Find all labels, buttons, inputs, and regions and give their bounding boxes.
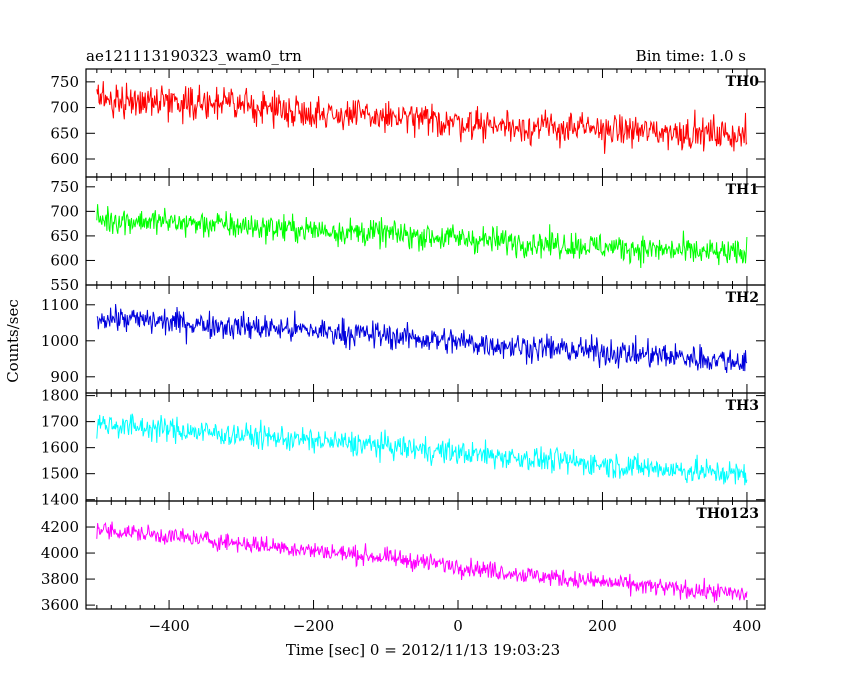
x-tick-label: −400 — [148, 617, 189, 635]
bin-time-label: Bin time: 1.0 s — [636, 47, 746, 65]
y-tick-label: 1500 — [41, 465, 79, 483]
panel-frame — [85, 500, 766, 610]
panel-th0123: 3600 3800 4000 4200 TH0123 — [41, 500, 766, 614]
series-trace-th0 — [96, 81, 748, 154]
y-tick-label: 3800 — [41, 570, 79, 588]
y-tick-label: 1600 — [41, 439, 79, 457]
panel-label-th1: TH1 — [726, 182, 759, 198]
y-tick-label: 1800 — [41, 387, 79, 405]
x-tick-label: −200 — [293, 617, 334, 635]
x-axis-title: Time [sec] 0 = 2012/11/13 19:03:23 — [286, 641, 560, 659]
y-tick-label: 600 — [50, 150, 79, 168]
y-tick-label: 4200 — [41, 518, 79, 536]
y-tick-label: 550 — [50, 276, 79, 294]
y-tick-label: 700 — [50, 202, 79, 220]
panel-frame — [85, 68, 766, 178]
x-tick-label: 200 — [588, 617, 617, 635]
series-trace-th2 — [96, 303, 748, 374]
y-tick-label: 1700 — [41, 413, 79, 431]
y-tick-label: 1100 — [41, 296, 79, 314]
panel-label-th0: TH0 — [726, 74, 760, 90]
y-tick-label: 750 — [50, 73, 79, 91]
panel-stack: 600 650 700 750 TH0 550 600 650 700 750 TH1 900 1000… — [41, 68, 766, 635]
panel-label-th0123: TH0123 — [696, 506, 759, 522]
panel-label-th2: TH2 — [726, 290, 759, 306]
y-tick-label: 4000 — [41, 544, 79, 562]
series-trace-th1 — [96, 204, 748, 269]
panel-th3: 1400 1500 1600 1700 1800 TH3 — [41, 387, 766, 509]
y-axis-title: Counts/sec — [4, 299, 22, 383]
panel-th0: 600 650 700 750 TH0 — [50, 68, 766, 178]
y-tick-label: 600 — [50, 251, 79, 269]
y-tick-label: 1000 — [41, 332, 79, 350]
y-tick-label: 1400 — [41, 491, 79, 509]
y-tick-label: 3600 — [41, 596, 79, 614]
panel-th2: 900 1000 1100 TH2 — [41, 284, 766, 394]
y-tick-label: 650 — [50, 124, 79, 142]
series-trace-th0123 — [96, 521, 748, 603]
y-tick-label: 650 — [50, 227, 79, 245]
x-tick-label: 400 — [733, 617, 762, 635]
y-tick-label: 900 — [50, 368, 79, 386]
figure-title: ae121113190323_wam0_trn — [86, 47, 302, 65]
x-tick-label: 0 — [453, 617, 463, 635]
panel-label-th3: TH3 — [726, 398, 759, 414]
y-tick-label: 700 — [50, 99, 79, 117]
panel-th1: 550 600 650 700 750 TH1 — [50, 176, 766, 294]
series-trace-th3 — [96, 413, 748, 486]
y-tick-label: 750 — [50, 178, 79, 196]
panel-frame — [85, 176, 766, 286]
